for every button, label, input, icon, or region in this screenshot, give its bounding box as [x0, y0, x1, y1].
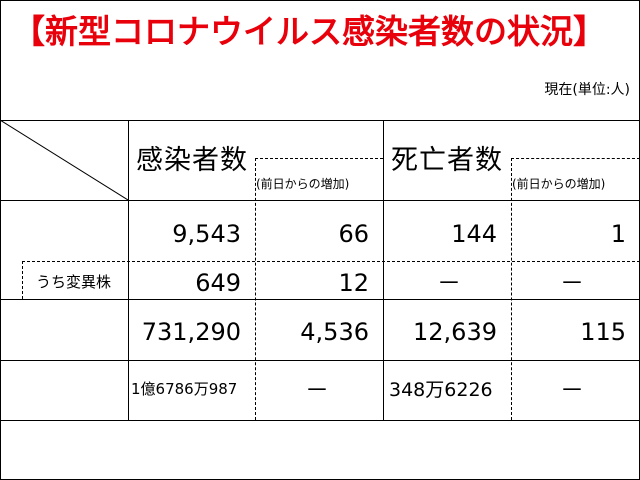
row-divider-1 [0, 200, 640, 201]
row4-deaths-delta: － [560, 376, 584, 404]
header-subline-left [255, 158, 383, 159]
header-infected: 感染者数 [136, 145, 248, 176]
corner-diagonal [0, 120, 128, 200]
label-divider [22, 261, 23, 299]
col-divider-1 [128, 120, 129, 420]
header-deaths-delta: (前日からの増加) [512, 177, 606, 191]
row2-deaths: － [437, 269, 461, 297]
row2-label: うち変異株 [36, 273, 112, 291]
header-deaths: 死亡者数 [391, 145, 503, 176]
row-divider-3 [0, 299, 640, 300]
unit-note: 現在(単位:人) [544, 82, 630, 98]
row3-infected-delta: 4,536 [300, 318, 369, 346]
row4-deaths: 348万6226 [389, 379, 493, 401]
row4-infected-delta: － [305, 376, 329, 404]
page-title: 【新型コロナウイルス感染者数の状況】 [12, 12, 606, 51]
row-divider-4 [0, 360, 640, 361]
row3-deaths: 12,639 [413, 318, 497, 346]
row1-infected: 9,543 [172, 220, 241, 248]
row3-infected: 731,290 [141, 318, 241, 346]
col-divider-3 [383, 120, 384, 420]
row2-deaths-delta: － [560, 269, 584, 297]
header-subline-right [511, 158, 640, 159]
row2-infected: 649 [195, 269, 241, 297]
row-divider-2 [22, 261, 640, 262]
row2-infected-delta: 12 [338, 269, 369, 297]
col-divider-4 [511, 158, 512, 420]
row1-deaths: 144 [451, 220, 497, 248]
table-top-border [0, 120, 640, 121]
row-divider-5 [0, 420, 640, 421]
row1-infected-delta: 66 [338, 220, 369, 248]
row1-deaths-delta: 1 [610, 220, 626, 248]
row3-deaths-delta: 115 [580, 318, 626, 346]
header-infected-delta: (前日からの増加) [256, 177, 350, 191]
col-divider-2 [255, 158, 256, 420]
row4-infected: 1億6786万987 [131, 380, 238, 398]
